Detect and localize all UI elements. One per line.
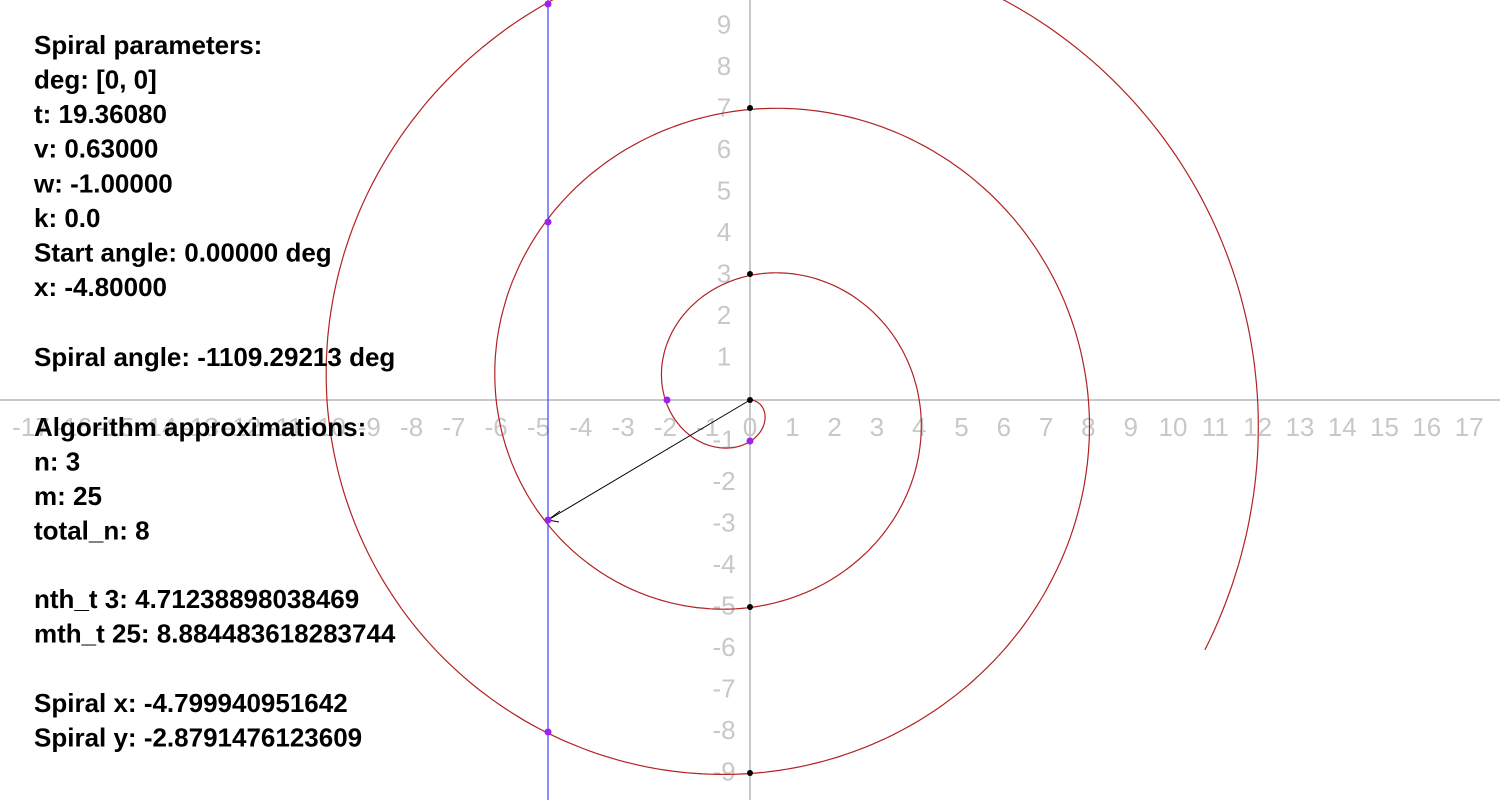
intersection-point [544,516,552,524]
y-tick-label: -5 [712,590,735,620]
x-tick-label: 4 [912,412,926,442]
y-tick-label: -3 [712,507,735,537]
info-line: v: 0.63000 [34,134,158,164]
x-tick-label: -8 [400,412,423,442]
points [544,0,754,776]
x-tick-label: -3 [612,412,635,442]
x-tick-label: 13 [1285,412,1314,442]
x-tick-label: 15 [1370,412,1399,442]
info-line: Start angle: 0.00000 deg [34,237,332,267]
y-tick-label: 1 [717,341,731,371]
intersection-point [544,0,552,8]
info-panel: Spiral parameters: deg: [0, 0] t: 19.36080… [33,30,396,753]
info-line: nth_t 3: 4.71238898038469 [34,584,359,614]
info-line: m: 25 [34,481,102,511]
y-tick-label: -8 [712,715,735,745]
x-tick-label: 3 [870,412,884,442]
axis-point [747,604,753,610]
x-tick-label: -14 [139,412,177,442]
axis-point [747,397,753,403]
y-tick-label: 9 [717,9,731,39]
x-tick-label: 0 [743,412,757,442]
x-tick-label: 6 [997,412,1011,442]
y-tick-label: -4 [712,549,735,579]
x-tick-label: -5 [527,412,550,442]
y-tick-label: 5 [717,175,731,205]
x-tick-label: 10 [1159,412,1188,442]
y-tick-label: 7 [717,92,731,122]
info-line: Spiral angle: -1109.29213 deg [34,342,395,372]
info-line: total_n: 8 [34,516,150,546]
x-tick-label: 2 [827,412,841,442]
x-tick-label: 14 [1328,412,1357,442]
x-tick-label: -13 [181,412,219,442]
x-tick-label: -11 [267,412,303,442]
x-tick-label: -17 [12,412,50,442]
x-tick-label: -10 [308,412,346,442]
info-line: n: 3 [34,446,80,476]
x-tick-label: -16 [54,412,92,442]
x-tick-label: 16 [1412,412,1441,442]
intersection-point [746,437,754,445]
y-tick-label: 8 [717,51,731,81]
info-line: deg: [0, 0] [34,64,157,94]
info-line: t: 19.36080 [34,99,167,129]
x-tick-label: 8 [1081,412,1095,442]
intersection-point [663,396,671,404]
tick-labels: -17 -16 -15 -14 -13 -12 -11 -10 -9 -8 -7 -6 -5 -4 -3 -2… [12,9,1483,786]
info-line: x: -4.80000 [34,272,167,302]
x-tick-label: -7 [442,412,465,442]
y-tick-label: -9 [712,756,735,786]
info-line: Spiral parameters: [34,30,262,60]
spiral-curve [325,0,1259,775]
x-tick-label: -6 [485,412,508,442]
info-line: Spiral y: -2.8791476123609 [34,722,362,752]
x-tick-label: 5 [954,412,968,442]
y-tick-label: -2 [712,466,735,496]
intersection-point [544,728,552,736]
axis-point [747,271,753,277]
y-tick-label: 3 [717,258,731,288]
x-tick-label: -2 [654,412,677,442]
axis-point [747,105,753,111]
x-tick-label: -9 [358,412,381,442]
x-tick-label: -12 [224,412,262,442]
info-line: mth_t 25: 8.884483618283744 [34,618,396,648]
x-tick-label: 1 [785,412,799,442]
info-line: Spiral x: -4.799940951642 [34,688,348,718]
y-tick-label: 6 [717,134,731,164]
x-tick-label: -1 [696,412,719,442]
info-line: k: 0.0 [34,203,101,233]
y-tick-label: -1 [712,424,735,454]
info-line: Algorithm approximations: [34,412,366,442]
x-tick-label: 17 [1455,412,1484,442]
axis-point [747,770,753,776]
x-tick-label: -4 [569,412,592,442]
intersection-point [544,218,552,226]
y-tick-label: 4 [717,217,731,247]
vector [547,399,751,521]
y-tick-label: -7 [712,673,735,703]
y-tick-label: -6 [712,632,735,662]
x-tick-label: -15 [97,412,135,442]
x-tick-label: 9 [1123,412,1137,442]
y-tick-label: 2 [717,300,731,330]
x-tick-label: 11 [1202,412,1229,442]
info-line: w: -1.00000 [33,168,173,198]
x-tick-label: 7 [1039,412,1053,442]
